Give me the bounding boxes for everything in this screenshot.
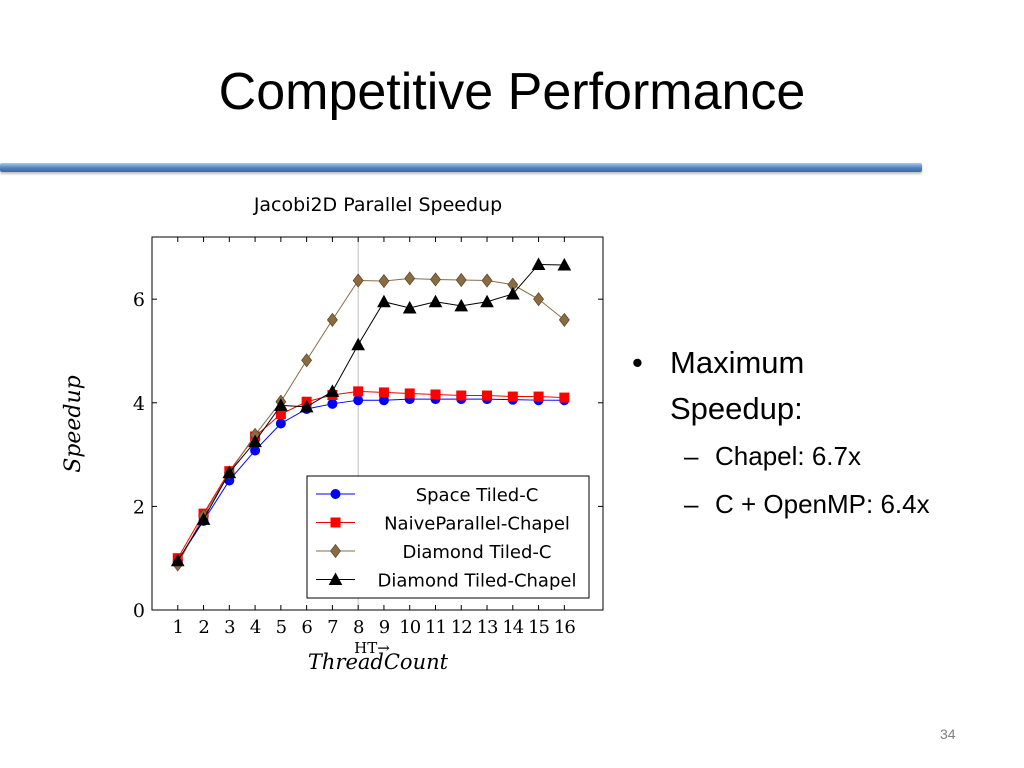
data-point: [454, 298, 469, 312]
y-axis-label: Speedup: [61, 375, 86, 473]
data-point: [557, 257, 572, 271]
data-point: [482, 390, 493, 401]
legend-entry-label: Diamond Tiled-C: [402, 542, 551, 563]
data-point: [353, 395, 364, 406]
data-point: [274, 398, 288, 411]
x-tick-label: 4: [250, 617, 261, 638]
legend-entry-label: Space Tiled-C: [416, 485, 539, 506]
data-point: [351, 337, 366, 351]
data-point: [353, 386, 364, 397]
x-tick-label: 2: [198, 617, 208, 638]
series-line: [177, 263, 565, 562]
series-line: [177, 277, 565, 565]
data-point: [480, 294, 494, 308]
data-point: [430, 272, 441, 287]
x-tick-label: 14: [502, 617, 523, 638]
data-point: [378, 387, 389, 398]
ht-annotation: HT→: [354, 639, 390, 657]
legend-swatch-marker: [328, 572, 343, 585]
dash-icon: –: [684, 441, 699, 471]
data-point: [455, 272, 467, 288]
x-tick-label: 5: [276, 617, 287, 638]
slide-title: Competitive Performance: [218, 63, 806, 121]
bullet-text-line-2: Speedup:: [670, 391, 803, 426]
data-point: [275, 418, 286, 429]
data-point: [404, 388, 415, 399]
data-point: [377, 294, 391, 308]
data-point: [378, 273, 390, 289]
y-tick-label: 6: [133, 289, 145, 311]
dash-icon: –: [684, 489, 699, 519]
legend-swatch-marker: [330, 489, 341, 499]
page-number: 34: [940, 726, 956, 742]
bullet-maximum-speedup: • Maximum Speedup:: [628, 340, 1008, 432]
legend-box: [306, 475, 590, 599]
data-point: [533, 292, 545, 307]
series-line: [177, 398, 565, 562]
y-tick-label: 4: [133, 393, 145, 415]
data-point: [558, 312, 570, 327]
y-tick-label: 0: [133, 600, 145, 622]
sub-bullet-text: Chapel: 6.7x: [715, 441, 861, 471]
data-point: [352, 273, 364, 288]
data-point: [559, 392, 570, 403]
legend-entry-label: Diamond Tiled-Chapel: [378, 571, 577, 592]
sub-bullet-text: C + OpenMP: 6.4x: [715, 489, 930, 519]
bullet-dot-icon: •: [632, 345, 643, 380]
data-point: [507, 391, 518, 402]
legend-swatch-marker: [330, 543, 341, 559]
x-tick-label: 6: [301, 617, 312, 638]
data-point: [533, 391, 544, 402]
bullet-list: • Maximum Speedup: – Chapel: 6.7x – C + …: [628, 340, 1008, 528]
title-divider: [0, 163, 922, 172]
x-tick-label: 11: [425, 617, 446, 638]
x-tick-label: 13: [477, 617, 498, 638]
x-tick-label: 16: [554, 617, 575, 638]
data-point: [248, 434, 262, 448]
data-point: [250, 445, 261, 456]
x-tick-label: 9: [379, 617, 390, 638]
x-tick-label: 1: [173, 617, 183, 638]
bullet-text-line-1: Maximum: [670, 345, 805, 380]
data-point: [481, 273, 493, 288]
legend-swatch-marker: [330, 517, 341, 528]
legend-entry-label: NaiveParallel-Chapel: [384, 514, 570, 535]
data-point: [299, 399, 314, 413]
x-tick-label: 7: [327, 617, 338, 638]
data-point: [531, 257, 546, 270]
data-point: [275, 409, 286, 420]
x-axis-label: ThreadCount: [308, 650, 449, 674]
x-tick-label: 10: [399, 617, 420, 638]
data-point: [170, 553, 185, 567]
sub-bullet-chapel: – Chapel: 6.7x: [628, 432, 1008, 480]
x-tick-label: 15: [528, 617, 549, 638]
y-tick-label: 2: [133, 496, 145, 518]
data-point: [196, 512, 211, 525]
data-point: [404, 271, 416, 286]
data-point: [325, 384, 340, 397]
x-tick-label: 12: [451, 617, 472, 638]
chart-title: Jacobi2D Parallel Speedup: [253, 194, 502, 216]
data-point: [430, 389, 441, 400]
data-point: [326, 312, 338, 327]
data-point: [402, 300, 417, 314]
data-point: [428, 294, 443, 308]
plot-frame: [151, 236, 604, 611]
sub-bullet-openmp: – C + OpenMP: 6.4x: [628, 480, 1008, 528]
data-point: [222, 465, 237, 479]
data-point: [456, 390, 467, 401]
data-point: [505, 286, 520, 300]
x-tick-label: 3: [224, 617, 235, 638]
data-point: [301, 353, 313, 368]
data-point: [327, 398, 338, 409]
x-tick-label: 8: [353, 617, 364, 638]
